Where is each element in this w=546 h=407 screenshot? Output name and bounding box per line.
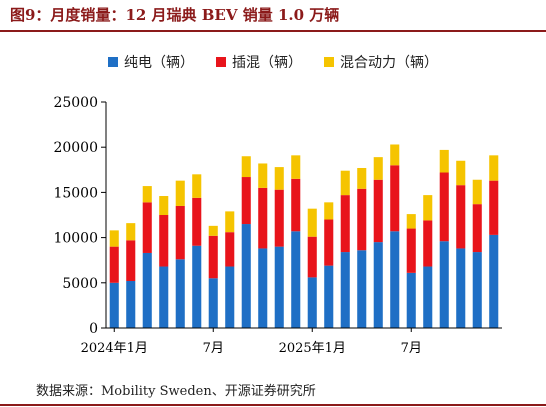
stacked-bar-chart: 0 5000 10000 15000 20000 25000 2024年1月 7月 2025年1… <box>53 95 502 356</box>
bar-segment-series-2 <box>241 156 251 178</box>
legend-swatch-bev <box>108 57 118 67</box>
bar-segment-series-1 <box>324 219 334 266</box>
bar-segment-series-2 <box>390 144 400 166</box>
legend-item-hybrid: 混合动力（辆） <box>324 52 438 72</box>
y-tick-label: 0 <box>89 321 98 337</box>
bar-segment-series-2 <box>274 167 284 190</box>
bar-segment-series-2 <box>472 179 482 205</box>
bar-segment-series-0 <box>340 252 350 328</box>
legend-item-phev: 插混（辆） <box>216 52 302 72</box>
bar-segment-series-1 <box>390 165 400 232</box>
bar-segment-series-2 <box>456 160 466 186</box>
bar-segment-series-2 <box>373 157 383 180</box>
y-tick-label: 5000 <box>62 276 98 292</box>
chart-legend: 纯电（辆） 插混（辆） 混合动力（辆） <box>0 52 546 72</box>
x-tick-label: 7月 <box>401 341 422 356</box>
bar-segment-series-2 <box>159 196 169 215</box>
bar-segment-series-1 <box>406 228 416 273</box>
bar-segment-series-1 <box>175 205 185 260</box>
bar-segment-series-1 <box>291 178 301 232</box>
y-tick-label: 20000 <box>53 140 98 156</box>
bar-segment-series-2 <box>109 230 119 247</box>
legend-label-hybrid: 混合动力（辆） <box>340 55 438 71</box>
bar-segment-series-0 <box>142 252 152 328</box>
bar-segment-series-2 <box>192 174 202 198</box>
bar-segment-series-0 <box>241 224 251 328</box>
bar-segment-series-0 <box>126 280 136 328</box>
bar-segment-series-1 <box>109 246 119 283</box>
bar-segment-series-0 <box>406 272 416 328</box>
y-tick-label: 15000 <box>53 185 98 201</box>
y-tick-label: 25000 <box>53 95 98 111</box>
bar-segment-series-2 <box>225 211 235 233</box>
x-tick-label: 2024年1月 <box>81 341 148 356</box>
bar-segment-series-2 <box>208 225 218 236</box>
bar-segment-series-0 <box>423 266 433 328</box>
bar-segment-series-1 <box>472 204 482 253</box>
bar-segment-series-2 <box>340 170 350 196</box>
legend-label-bev: 纯电（辆） <box>124 55 194 71</box>
bar-segment-series-2 <box>489 155 499 181</box>
bar-segment-series-0 <box>456 248 466 328</box>
bar-segment-series-1 <box>126 240 136 281</box>
bar-segment-series-1 <box>241 177 251 225</box>
legend-item-bev: 纯电（辆） <box>108 52 194 72</box>
bar-segment-series-0 <box>291 231 301 328</box>
bar-segment-series-1 <box>456 185 466 249</box>
bar-segment-series-0 <box>225 266 235 328</box>
bar-segment-series-1 <box>225 232 235 267</box>
bar-segment-series-1 <box>423 220 433 267</box>
bar-segment-series-0 <box>159 266 169 328</box>
bar-segment-series-0 <box>192 245 202 328</box>
legend-swatch-hybrid <box>324 57 334 67</box>
bar-segment-series-1 <box>357 188 367 251</box>
bar-segment-series-1 <box>373 179 383 243</box>
bar-segment-series-0 <box>373 242 383 328</box>
bar-segment-series-1 <box>142 202 152 253</box>
bar-segment-series-2 <box>258 163 268 188</box>
bar-segment-series-0 <box>258 248 268 328</box>
bar-segment-series-2 <box>142 186 152 203</box>
figure-title: 图9：月度销量：12 月瑞典 BEV 销量 1.0 万辆 <box>10 6 340 24</box>
bar-segment-series-1 <box>307 236 317 278</box>
bar-segment-series-0 <box>439 241 449 328</box>
bar-segment-series-1 <box>208 235 218 279</box>
bar-segment-series-0 <box>175 259 185 328</box>
bar-segment-series-2 <box>291 155 301 179</box>
bar-segment-series-2 <box>324 202 334 220</box>
bottom-divider <box>0 404 546 406</box>
legend-swatch-phev <box>216 57 226 67</box>
data-source-note: 数据来源：Mobility Sweden、开源证券研究所 <box>36 384 316 399</box>
bar-segment-series-0 <box>109 282 119 328</box>
bar-segment-series-0 <box>208 278 218 328</box>
bar-segment-series-2 <box>406 214 416 229</box>
bar-segment-series-0 <box>489 234 499 328</box>
bar-segment-series-0 <box>357 250 367 328</box>
bar-segment-series-0 <box>307 277 317 328</box>
bar-segment-series-1 <box>274 189 284 247</box>
bar-segment-series-2 <box>423 195 433 221</box>
bar-segment-series-2 <box>307 208 317 237</box>
bar-segment-series-1 <box>489 180 499 235</box>
bar-segment-series-2 <box>175 180 185 206</box>
bar-segment-series-0 <box>390 231 400 328</box>
x-tick-label: 7月 <box>203 341 224 356</box>
title-divider <box>0 30 546 32</box>
bar-segment-series-0 <box>472 252 482 328</box>
bar-segment-series-1 <box>159 215 169 267</box>
bar-segment-series-1 <box>439 172 449 242</box>
bar-segment-series-1 <box>192 197 202 246</box>
legend-label-phev: 插混（辆） <box>232 55 302 71</box>
bar-segment-series-2 <box>439 149 449 173</box>
x-tick-label: 2025年1月 <box>279 341 346 356</box>
bar-segment-series-1 <box>340 195 350 253</box>
bar-segment-series-0 <box>324 265 334 328</box>
bar-segment-series-0 <box>274 246 284 328</box>
y-tick-label: 10000 <box>53 231 98 247</box>
bar-segment-series-2 <box>126 223 136 241</box>
bar-segment-series-2 <box>357 167 367 189</box>
bar-segment-series-1 <box>258 187 268 249</box>
